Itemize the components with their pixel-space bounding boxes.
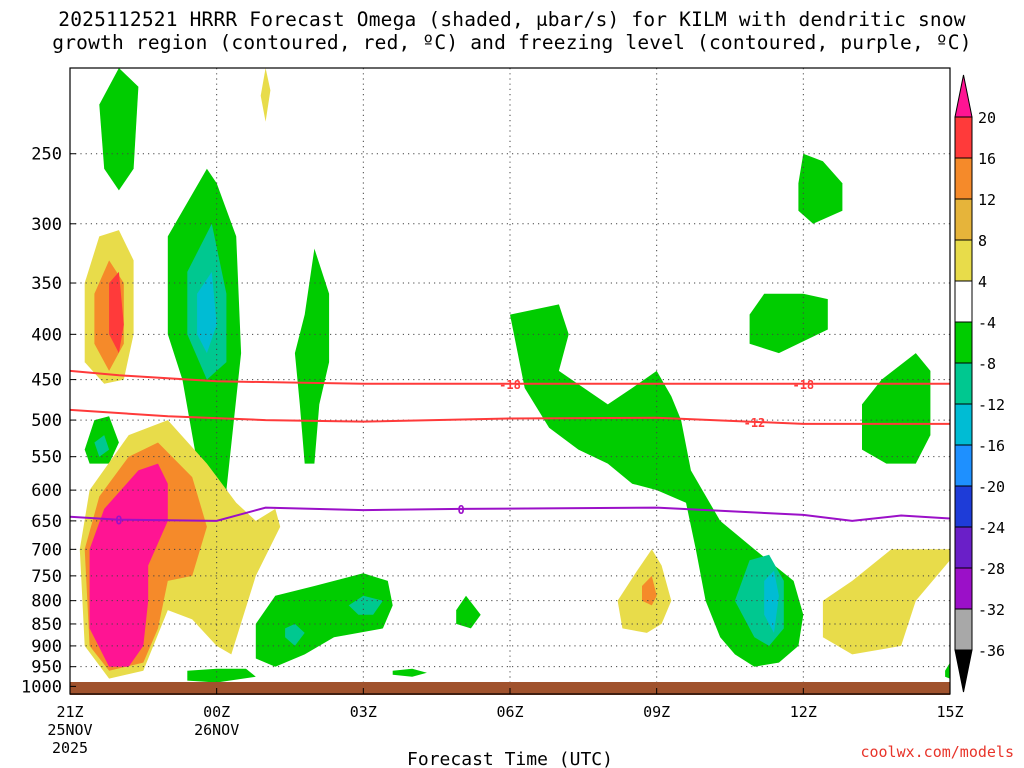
omega-region-teal-small-lower [285, 623, 305, 646]
chart-title-line-1: 2025112521 HRRR Forecast Omega (shaded, … [58, 8, 966, 31]
watermark-text[interactable]: coolwx.com/models [860, 743, 1014, 761]
x-tick-label-09Z: 09Z [643, 703, 670, 721]
colorbar-label-13: -36 [978, 642, 1005, 660]
x-tick-label-21Z: 21Z [56, 703, 83, 721]
colorbar-label-5: -4 [978, 314, 996, 332]
colorbar-box-4 [954, 280, 973, 323]
colorbar-label-7: -12 [978, 396, 1005, 414]
colorbar-box-1 [954, 157, 973, 200]
omega-region-green-15z-mid [862, 353, 931, 464]
colorbar-box-0 [954, 116, 973, 159]
omega-region-green-15z-edge [945, 662, 950, 679]
contour-freezing-level [70, 506, 950, 522]
colorbar-bottom-triangle [954, 649, 973, 693]
contour-layer: -18 -18 -12 0 0 [70, 369, 950, 528]
colorbar-label-8: -16 [978, 437, 1005, 455]
colorbar: 20 16 12 8 4 -4 -8 -12 -16 -20 -24 -28 -32 -36 [954, 74, 1005, 693]
omega-shading-layer [79, 68, 950, 683]
y-tick-label-650: 650 [31, 512, 62, 532]
y-tick-label-700: 700 [31, 540, 62, 560]
omega-region-green-bottom-left [187, 668, 256, 683]
colorbar-box-6 [954, 362, 973, 405]
x-tick-label-03Z: 03Z [350, 703, 377, 721]
omega-region-green-upper-left [99, 68, 139, 191]
omega-region-yellow-small-top [260, 68, 271, 122]
omega-region-green-center-upper [294, 248, 330, 464]
contour-dendritic-top [70, 369, 950, 385]
contour-label-freezing-level: 0 [115, 514, 122, 528]
omega-region-cyan-lower-right [764, 570, 779, 633]
colorbar-box-5 [954, 321, 973, 364]
x-tick-year-21Z: 2025 [52, 739, 88, 757]
x-tick-date-21Z: 25NOV [47, 721, 92, 739]
colorbar-box-9 [954, 485, 973, 528]
y-tick-label-750: 750 [31, 567, 62, 587]
x-tick-label-12Z: 12Z [790, 703, 817, 721]
contour-dendritic-bottom [70, 408, 950, 425]
x-tick-label-00Z: 00Z [203, 703, 230, 721]
colorbar-label-4: 4 [978, 273, 987, 291]
y-tick-label-850: 850 [31, 615, 62, 635]
x-tick-label-06Z: 06Z [496, 703, 523, 721]
omega-region-green-12z-top [798, 153, 843, 224]
omega-region-green-small-06z [456, 595, 481, 629]
y-tick-label-950: 950 [31, 658, 62, 678]
colorbar-label-0: 20 [978, 109, 996, 127]
colorbar-label-11: -28 [978, 560, 1005, 578]
colorbar-top-triangle [954, 74, 973, 118]
colorbar-label-6: -8 [978, 355, 996, 373]
omega-region-green-center-lower [255, 573, 393, 667]
colorbar-box-11 [954, 567, 973, 610]
omega-region-yellow-15z-lower [822, 549, 950, 655]
omega-region-red-350 [109, 271, 124, 354]
omega-region-cyan-inner [197, 271, 217, 354]
colorbar-label-12: -32 [978, 601, 1005, 619]
omega-region-teal-500-left [94, 435, 110, 457]
omega-region-orange-09z [642, 575, 657, 606]
y-tick-label-600: 600 [31, 481, 62, 501]
contour-label-dendritic-top: -18 [792, 378, 814, 392]
contour-label-dendritic-bottom: -12 [744, 416, 766, 430]
y-tick-label-300: 300 [31, 215, 62, 235]
y-tick-label-900: 900 [31, 637, 62, 657]
colorbar-label-10: -24 [978, 519, 1005, 537]
y-axis: 2503003504004505005506006507007508008509… [21, 145, 76, 697]
colorbar-label-9: -20 [978, 478, 1005, 496]
colorbar-label-1: 16 [978, 150, 996, 168]
y-tick-label-1000: 1000 [21, 677, 62, 697]
colorbar-box-7 [954, 403, 973, 446]
y-tick-label-550: 550 [31, 448, 62, 468]
contour-label-freezing-level: 0 [457, 503, 464, 517]
x-tick-date-00Z: 26NOV [194, 721, 239, 739]
y-tick-label-350: 350 [31, 274, 62, 294]
colorbar-box-2 [954, 198, 973, 241]
y-tick-label-250: 250 [31, 145, 62, 165]
y-tick-label-500: 500 [31, 411, 62, 431]
omega-region-green-small-03z [392, 668, 427, 677]
omega-region-pink-left [89, 463, 168, 667]
omega-region-green-large-06z-12z [510, 304, 804, 667]
colorbar-box-12 [954, 608, 973, 651]
y-tick-label-800: 800 [31, 592, 62, 612]
chart-title-line-2: growth region (contoured, red, ºC) and f… [52, 31, 972, 54]
colorbar-label-3: 8 [978, 232, 987, 250]
y-tick-label-400: 400 [31, 325, 62, 345]
y-tick-label-450: 450 [31, 371, 62, 391]
x-axis-label: Forecast Time (UTC) [407, 749, 613, 768]
omega-region-teal-center-lower [348, 595, 383, 615]
colorbar-box-8 [954, 444, 973, 487]
colorbar-box-10 [954, 526, 973, 569]
x-tick-label-15Z: 15Z [936, 703, 963, 721]
contour-label-dendritic-top: -18 [499, 378, 521, 392]
omega-region-green-12z-mid [749, 293, 828, 354]
colorbar-box-3 [954, 239, 973, 282]
colorbar-label-2: 12 [978, 191, 996, 209]
